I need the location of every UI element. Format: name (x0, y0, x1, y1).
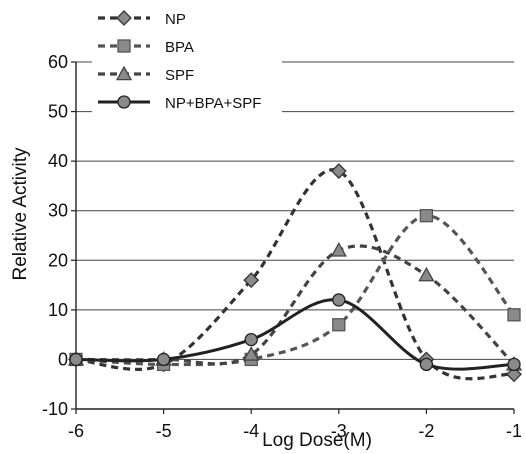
legend: NP BPA SPF NP+BPA+SPF (92, 4, 282, 114)
series-bpa (69, 209, 521, 372)
gridlines (76, 61, 514, 410)
legend-item: NP (98, 10, 186, 28)
diamond-marker (330, 163, 347, 179)
diamond-marker (506, 366, 522, 383)
triangle-marker (330, 242, 347, 257)
legend-item: NP+BPA+SPF (98, 95, 261, 112)
square-marker (332, 318, 346, 332)
triangle-marker (418, 266, 435, 282)
legend-circle-marker (117, 95, 131, 109)
triangle-marker (243, 346, 260, 361)
y-tick-label: 60 (48, 52, 68, 72)
y-axis-label: Relative Activity (10, 147, 31, 281)
circle-marker (419, 357, 434, 372)
y-tick-label: 0 (58, 349, 68, 369)
x-tick-label: -1 (506, 421, 522, 441)
legend-label: BPA (165, 39, 194, 56)
square-marker (507, 308, 521, 322)
series-line (75, 214, 516, 367)
series-line (75, 244, 516, 366)
y-tick-label: 40 (48, 151, 68, 171)
circle-marker (332, 293, 346, 307)
series-np-bpa-spf (69, 293, 521, 372)
legend-triangle-marker (115, 65, 133, 81)
circle-marker (507, 357, 521, 372)
y-tick-label: 10 (48, 300, 68, 320)
x-axis-label: Log Dose(M) (262, 430, 372, 451)
square-marker (419, 209, 434, 223)
y-tick-label: -10 (42, 399, 68, 419)
x-tick-label: -5 (156, 421, 172, 441)
circle-marker (244, 332, 258, 347)
legend-diamond-marker (116, 10, 132, 26)
x-tick-label: -4 (243, 421, 259, 441)
legend-label: NP+BPA+SPF (165, 95, 261, 112)
x-tick-label: -3 (331, 421, 347, 441)
y-tick-label: 30 (48, 201, 68, 221)
legend-item: SPF (98, 65, 194, 84)
legend-square-marker (117, 39, 131, 53)
series-group (67, 163, 523, 383)
x-tick-label: -2 (418, 421, 434, 441)
tick-labels: -10 0 10 20 30 40 50 60 -6 -5 -4 -3 -2 -1 (42, 52, 522, 441)
legend-item: BPA (98, 39, 194, 56)
y-tick-label: 50 (48, 102, 68, 122)
legend-label: SPF (165, 67, 194, 84)
circle-marker (156, 352, 171, 367)
diamond-marker (243, 272, 260, 289)
y-tick-label: 20 (48, 250, 68, 270)
series-spf (67, 242, 523, 371)
legend-label: NP (165, 11, 186, 28)
x-tick-label: -6 (68, 421, 84, 441)
circle-marker (69, 352, 83, 367)
